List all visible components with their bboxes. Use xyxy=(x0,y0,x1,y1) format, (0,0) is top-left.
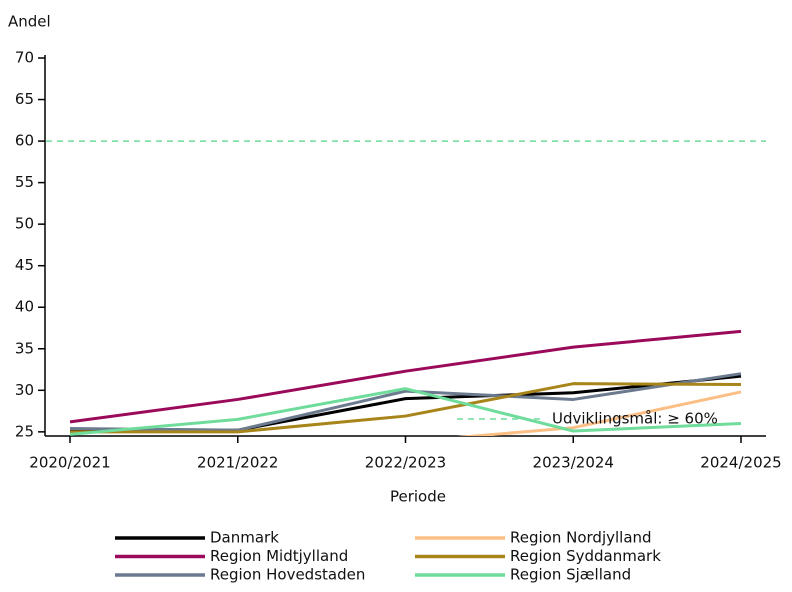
y-tick-label: 60 xyxy=(15,132,34,150)
series-line xyxy=(69,372,742,432)
legend-label: Region Hovedstaden xyxy=(210,566,365,584)
legend-label: Region Nordjylland xyxy=(510,529,652,547)
y-tick-label: 55 xyxy=(15,173,34,191)
series-line xyxy=(70,382,742,434)
y-axis-title: Andel xyxy=(8,13,51,31)
legend-label: Region Sjælland xyxy=(510,566,631,584)
y-tick-label: 25 xyxy=(15,422,34,440)
x-tick-label: 2024/2025 xyxy=(700,454,781,472)
x-axis-title: Periode xyxy=(390,488,446,506)
target-annotation: Udviklingsmål: ≥ 60% xyxy=(552,410,718,428)
series-line xyxy=(69,387,742,436)
y-tick-label: 50 xyxy=(15,215,34,233)
legend-label: Danmark xyxy=(210,529,279,547)
y-tick-label: 65 xyxy=(15,90,34,108)
x-tick-label: 2021/2022 xyxy=(197,454,278,472)
series-line xyxy=(456,390,742,436)
y-tick-label: 70 xyxy=(15,49,34,67)
legend-label: Region Midtjylland xyxy=(210,547,348,565)
x-tick-label: 2020/2021 xyxy=(29,454,110,472)
legend-label: Region Syddanmark xyxy=(510,547,661,565)
plot-area xyxy=(46,140,766,436)
y-tick-label: 45 xyxy=(15,256,34,274)
y-tick-label: 30 xyxy=(15,381,34,399)
y-tick-label: 40 xyxy=(15,298,34,316)
x-tick-label: 2023/2024 xyxy=(533,454,614,472)
series-line xyxy=(69,329,742,424)
x-tick-label: 2022/2023 xyxy=(365,454,446,472)
y-tick-label: 35 xyxy=(15,339,34,357)
